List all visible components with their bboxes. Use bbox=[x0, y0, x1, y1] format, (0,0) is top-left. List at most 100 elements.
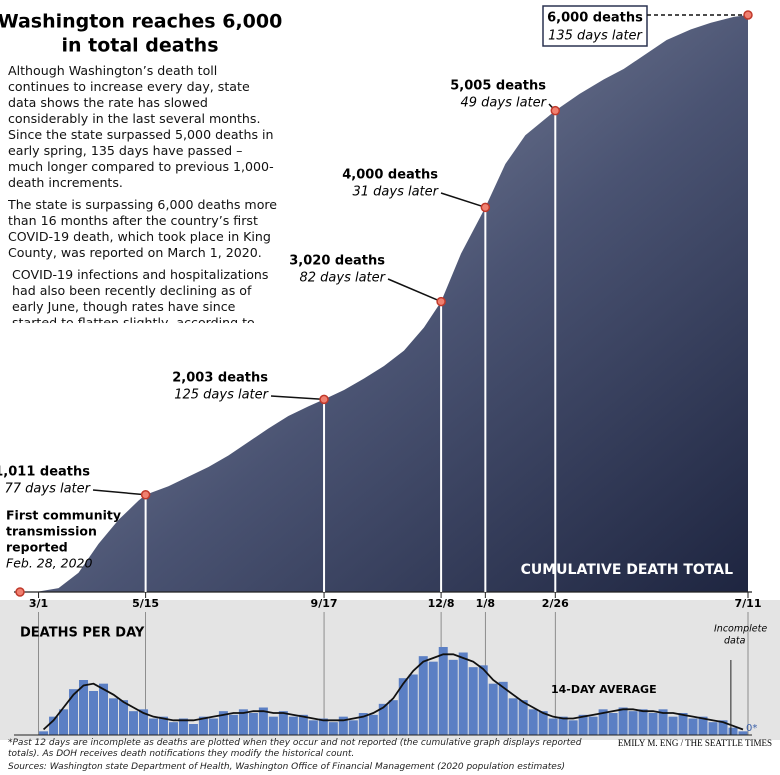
bar bbox=[448, 659, 458, 735]
bar bbox=[578, 714, 588, 735]
bar bbox=[258, 707, 268, 735]
bar bbox=[318, 718, 328, 735]
bar bbox=[548, 718, 558, 735]
bar bbox=[228, 714, 238, 735]
average-label: 14-DAY AVERAGE bbox=[551, 683, 657, 696]
bar bbox=[528, 709, 538, 735]
paragraph: COVID-19 infections and hospitalizations… bbox=[12, 267, 269, 323]
notes: *Past 12 days are incomplete as deaths a… bbox=[8, 738, 582, 772]
milestone-label: 5,005 deaths bbox=[450, 79, 546, 94]
first-note-date: Feb. 28, 2020 bbox=[6, 556, 92, 571]
paragraph: The state is surpassing 6,000 deaths mor… bbox=[8, 197, 278, 260]
x-tick-label: 7/11 bbox=[735, 597, 762, 610]
bar bbox=[158, 716, 168, 735]
bar bbox=[418, 656, 428, 735]
bar bbox=[198, 716, 208, 735]
bar bbox=[109, 698, 118, 735]
bar bbox=[488, 683, 498, 735]
x-tick-label: 9/17 bbox=[311, 597, 338, 610]
bar bbox=[558, 716, 568, 735]
bar bbox=[678, 713, 688, 735]
bar bbox=[278, 711, 288, 735]
bar bbox=[188, 724, 198, 735]
milestone-sublabel: 135 days later bbox=[548, 29, 643, 44]
bar bbox=[468, 667, 478, 735]
cumulative-area bbox=[35, 15, 748, 592]
bar bbox=[458, 652, 468, 735]
milestone-sublabel: 31 days later bbox=[352, 185, 439, 200]
bar bbox=[49, 716, 59, 735]
bar bbox=[59, 709, 69, 735]
area-label: CUMULATIVE DEATH TOTAL bbox=[521, 562, 733, 578]
footnote: *Past 12 days are incomplete as deaths a… bbox=[8, 738, 582, 759]
leader bbox=[387, 278, 442, 303]
milestone-label: 2,003 deaths bbox=[172, 371, 268, 386]
bar bbox=[178, 718, 188, 735]
bar bbox=[718, 720, 728, 735]
bar bbox=[138, 709, 148, 735]
bar bbox=[368, 714, 378, 735]
bar bbox=[428, 661, 438, 735]
milestone-dot bbox=[550, 105, 561, 116]
bar bbox=[508, 698, 518, 735]
bar bbox=[378, 703, 388, 735]
bar bbox=[688, 718, 698, 735]
x-tick-label: 2/26 bbox=[542, 597, 569, 610]
bar bbox=[208, 718, 218, 735]
bar bbox=[328, 722, 338, 735]
bar bbox=[648, 713, 658, 735]
bar bbox=[348, 720, 358, 735]
bar bbox=[39, 731, 49, 735]
milestone-sublabel: 82 days later bbox=[299, 271, 386, 286]
bar bbox=[708, 722, 718, 735]
x-tick-label: 5/15 bbox=[132, 597, 159, 610]
bar bbox=[148, 718, 158, 735]
bar bbox=[728, 727, 738, 735]
bar bbox=[608, 713, 618, 735]
sources: Sources: Washington state Department of … bbox=[8, 762, 566, 772]
bar bbox=[398, 678, 408, 735]
credit: EMILY M. ENG / THE SEATTLE TIMES bbox=[618, 738, 772, 748]
bar bbox=[438, 647, 448, 735]
bar bbox=[99, 683, 109, 735]
x-tick-label: 3/1 bbox=[29, 597, 48, 610]
bar bbox=[298, 714, 308, 735]
bar bbox=[118, 700, 128, 735]
bar bbox=[638, 709, 648, 735]
first-note: reported bbox=[6, 540, 68, 555]
x-tick-label: 1/8 bbox=[476, 597, 495, 610]
incomplete-note-line: Incomplete bbox=[714, 624, 767, 635]
first-note: First community bbox=[6, 508, 121, 523]
bar bbox=[288, 716, 298, 735]
text-block: Although Washington’s death toll continu… bbox=[8, 63, 278, 323]
bar bbox=[128, 711, 138, 735]
bar bbox=[308, 720, 318, 735]
milestone-sublabel: 125 days later bbox=[174, 388, 269, 403]
bar bbox=[168, 722, 178, 735]
milestone-label: 4,000 deaths bbox=[342, 168, 438, 183]
bar bbox=[738, 731, 748, 735]
bar bbox=[388, 700, 398, 735]
bar bbox=[478, 665, 488, 735]
bar bbox=[408, 674, 418, 735]
milestone-sublabel: 77 days later bbox=[4, 482, 91, 497]
incomplete-note-line: data bbox=[724, 636, 746, 647]
average-line bbox=[42, 653, 744, 731]
title: Washington reaches 6,000 bbox=[0, 11, 282, 33]
milestone-dot bbox=[319, 394, 329, 405]
bar bbox=[338, 716, 348, 735]
bar bbox=[69, 689, 79, 735]
bar bbox=[238, 709, 248, 735]
y-tick-label: 0* bbox=[746, 723, 757, 734]
milestone-dot bbox=[743, 10, 753, 20]
panel-title: DEATHS PER DAY bbox=[20, 626, 145, 641]
bar bbox=[698, 716, 708, 735]
paragraph: Although Washington’s death toll continu… bbox=[8, 63, 274, 190]
leader bbox=[92, 489, 146, 496]
milestone-label: 1,011 deaths bbox=[0, 465, 90, 480]
milestone-sublabel: 49 days later bbox=[460, 96, 547, 111]
bar bbox=[248, 713, 258, 735]
bar bbox=[668, 716, 678, 735]
bar bbox=[498, 681, 508, 735]
